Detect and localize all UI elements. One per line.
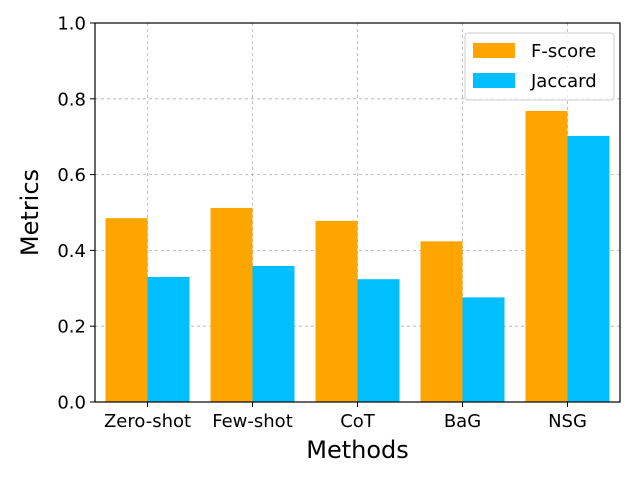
bar-f-score [105,218,148,402]
x-axis-ticks: Zero-shot Few-shot CoT BaG NSG [104,402,587,432]
bar-f-score [210,207,253,402]
y-tick-label: 0.2 [57,317,86,338]
x-axis-title: Methods [306,436,409,464]
bar-jaccard [147,276,190,402]
y-tick-label: 0.6 [57,165,86,186]
x-tick-label: BaG [444,411,481,432]
y-axis-title: Metrics [16,169,44,256]
x-tick-label: NSG [548,411,587,432]
legend-label: Jaccard [530,71,597,92]
legend-label: F-score [531,41,596,62]
bar-f-score [315,220,358,402]
y-axis-ticks: 0.0 0.2 0.4 0.6 0.8 1.0 [57,14,95,414]
bar-jaccard [357,279,400,402]
y-tick-label: 1.0 [57,14,86,35]
y-tick-label: 0.0 [57,393,86,414]
legend-swatch [473,73,515,88]
legend-swatch [473,43,515,58]
bar-jaccard [252,265,295,402]
x-tick-label: Few-shot [212,411,293,432]
y-tick-label: 0.8 [57,89,86,110]
bar-f-score [420,241,463,402]
bar-f-score [525,110,568,402]
bars [105,110,610,402]
legend: F-score Jaccard [464,32,615,101]
x-tick-label: Zero-shot [104,411,191,432]
bar-jaccard [567,135,610,402]
bar-jaccard [462,297,505,402]
x-tick-label: CoT [340,411,376,432]
y-tick-label: 0.4 [57,241,86,262]
